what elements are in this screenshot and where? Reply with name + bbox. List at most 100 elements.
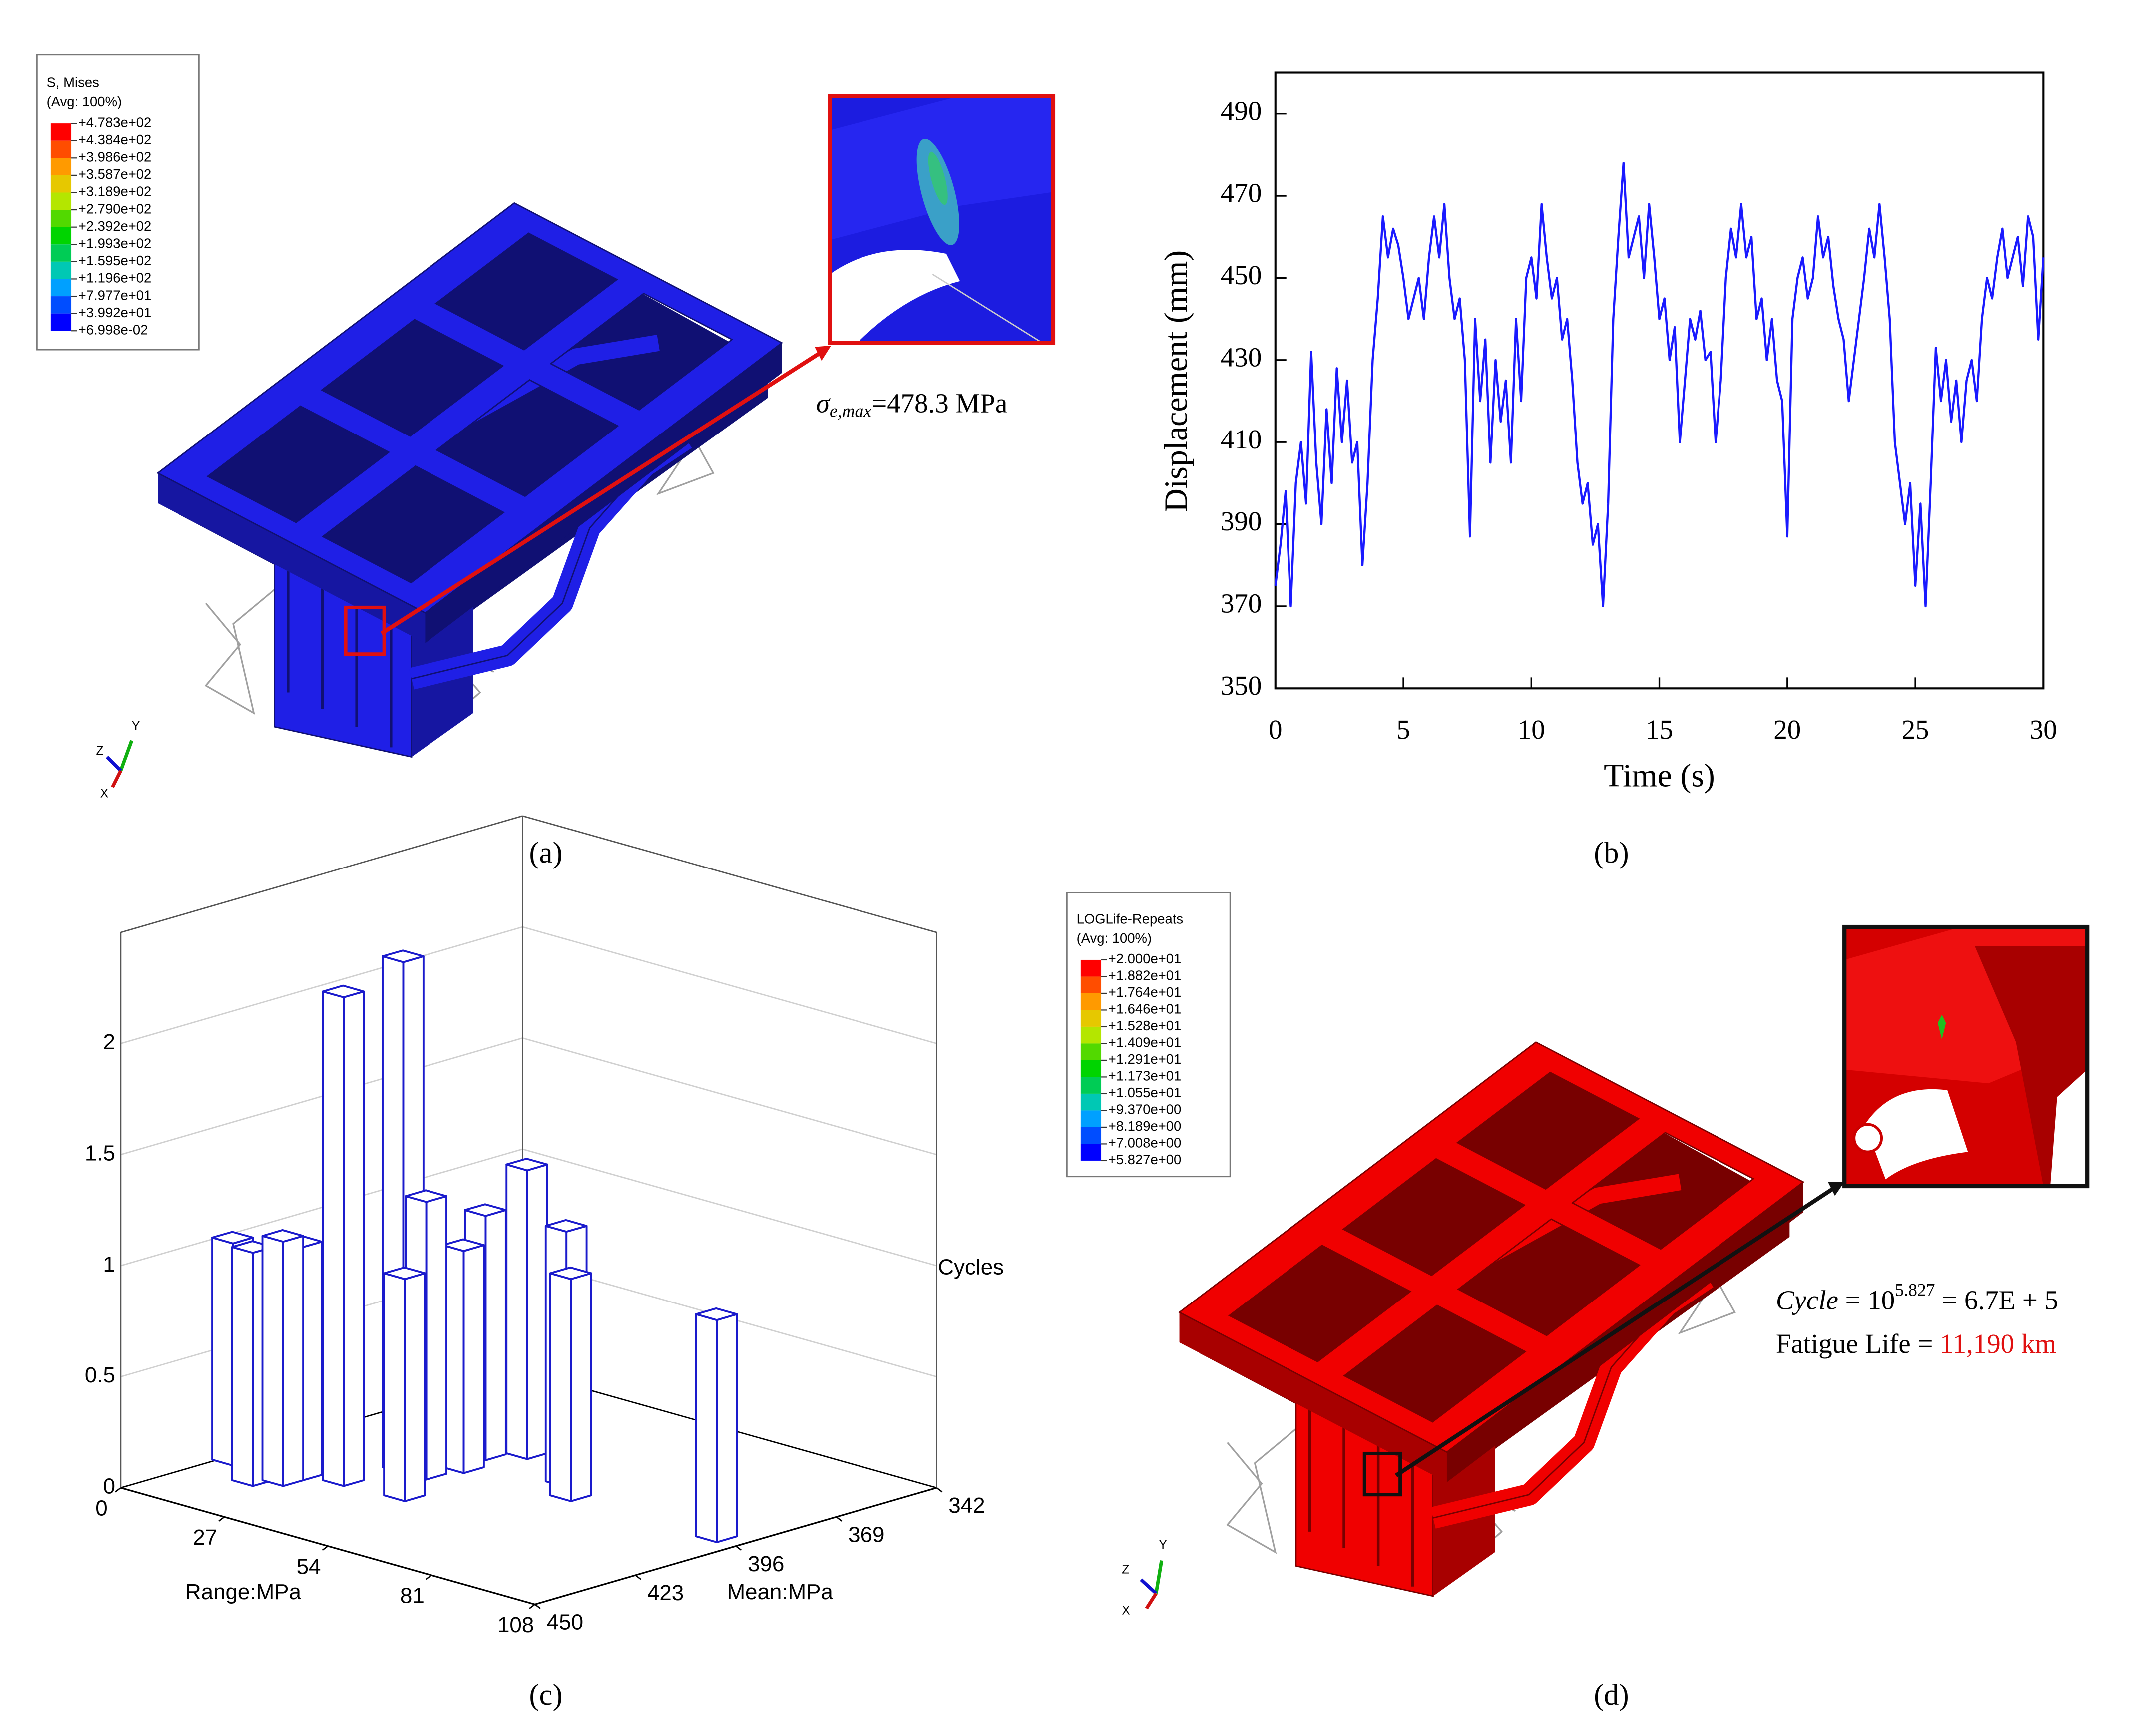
legend-label: +4.783e+02 (78, 114, 152, 130)
x-tick (218, 1516, 225, 1522)
legend-entries: +4.783e+02 +4.384e+02 +3.986e+02+3.587e+02… (50, 114, 152, 338)
zoom-arrow (1395, 1186, 1836, 1477)
x-tick-label: 5 (1396, 714, 1410, 745)
triad-label: X (100, 787, 108, 800)
legend-label: +1.882e+01 (1108, 968, 1182, 983)
legend-swatch (50, 296, 72, 314)
legend-title: S, Mises (47, 75, 99, 90)
bar-face (570, 1272, 592, 1502)
y-tick-label: 423 (647, 1581, 684, 1605)
triad-x (1145, 1592, 1158, 1610)
legend-label: +1.993e+02 (78, 236, 152, 251)
x-tick-label: 10 (1518, 714, 1545, 745)
inset-bolt (1852, 1123, 1883, 1154)
legend-label: +3.986e+02 (78, 149, 152, 165)
inset-border (828, 94, 1056, 345)
bar-face (462, 1244, 485, 1474)
legend-swatch (50, 123, 72, 141)
bar-face (484, 1209, 507, 1461)
sigma-subscript: e,max (830, 401, 871, 421)
axis-edge (120, 815, 523, 933)
inset-hole (830, 250, 960, 343)
triad-label: Y (1159, 1538, 1167, 1552)
legend-label: +9.370e+00 (1108, 1102, 1182, 1117)
z-tick-label: 1.5 (85, 1141, 115, 1165)
x-tick (425, 1574, 432, 1580)
wireframe (204, 589, 275, 715)
inset-wire (932, 273, 1043, 344)
bar-top (382, 949, 425, 963)
life-value: 11,190 km (1940, 1328, 2056, 1359)
fea-model (1178, 1041, 1805, 1597)
z-tick-label: 0 (103, 1474, 115, 1499)
triad-label: X (1122, 1604, 1130, 1618)
legend-label: +2.392e+02 (78, 218, 152, 234)
inset-hotspot (928, 151, 948, 205)
bar-top (322, 984, 365, 998)
legend-swatch (1080, 993, 1102, 1010)
bar-top (383, 1266, 426, 1281)
legend-swatch (1080, 1127, 1102, 1144)
bar-face (425, 1195, 447, 1481)
x-axis-label: Time (s) (1604, 758, 1715, 794)
legend-label: +3.189e+02 (78, 184, 152, 199)
legend-swatch (1080, 976, 1102, 993)
y-tick-label: 450 (547, 1610, 583, 1634)
bar-face (211, 1237, 234, 1467)
inset-a (344, 94, 1056, 656)
legend-swatch (50, 140, 72, 158)
wireframe (1226, 1428, 1296, 1554)
sigma-value: =478.3 MPa (871, 388, 1007, 418)
x-tick (115, 1487, 121, 1493)
legend-label: +1.764e+01 (1108, 984, 1182, 1000)
data-line (1274, 162, 2045, 608)
legend-swatch (50, 227, 72, 245)
caption: (d) (1594, 1678, 1629, 1712)
legend-title: LOGLife-Repeats (1077, 911, 1184, 927)
z-tick-label: 1 (103, 1252, 115, 1277)
inset-cylinder (1865, 1089, 1968, 1180)
caption: (b) (1594, 836, 1629, 869)
legend-label: +3.992e+01 (78, 305, 152, 320)
triad-z (1140, 1578, 1158, 1595)
legend-label: +1.528e+01 (1108, 1018, 1182, 1033)
x-axis-label: Range:MPa (185, 1580, 302, 1604)
legend-swatch (50, 192, 72, 210)
legend-swatch (50, 244, 72, 262)
triad-label: Y (132, 720, 140, 733)
x-tick (322, 1545, 329, 1551)
bar-face (505, 1163, 528, 1460)
annotation-life: Fatigue Life = 11,190 km (1776, 1328, 2056, 1359)
legend-swatch (1080, 1077, 1102, 1094)
life-label: Fatigue Life = (1776, 1328, 1933, 1359)
bar-top (442, 1238, 485, 1252)
x-tick-label: 108 (497, 1613, 534, 1637)
triad-a: Y Z X (96, 720, 140, 801)
legend-label: +1.196e+02 (78, 270, 152, 286)
caption: (c) (529, 1678, 563, 1712)
y-tick-label: 390 (1221, 506, 1262, 536)
bar-face (549, 1272, 572, 1502)
y-tick-label: 350 (1221, 670, 1262, 701)
legend-label: +8.189e+00 (1108, 1118, 1182, 1134)
y-tick (735, 1545, 742, 1551)
x-tick-label: 25 (1902, 714, 1929, 745)
y-tick-label: 396 (748, 1552, 784, 1576)
y-tick-label: 470 (1221, 178, 1262, 208)
fea-layer (156, 202, 1805, 1597)
legend-swatch (1080, 1093, 1102, 1111)
legend-label: +1.595e+02 (78, 253, 152, 268)
legend-label: +6.998e-02 (78, 322, 148, 338)
legend-label: +1.646e+01 (1108, 1001, 1182, 1017)
bar-face (716, 1313, 738, 1543)
frame-side (158, 473, 426, 643)
legend-label: +7.977e+01 (78, 287, 152, 303)
x-tick-label: 54 (297, 1554, 321, 1579)
legend-entries: +2.000e+01 +1.882e+01+1.764e+01+1.646e+01… (1080, 951, 1182, 1167)
inset-border (1842, 924, 2090, 1189)
inset-d (1362, 924, 2090, 1497)
legend-swatch (50, 261, 72, 279)
frame-side (1179, 1312, 1447, 1483)
